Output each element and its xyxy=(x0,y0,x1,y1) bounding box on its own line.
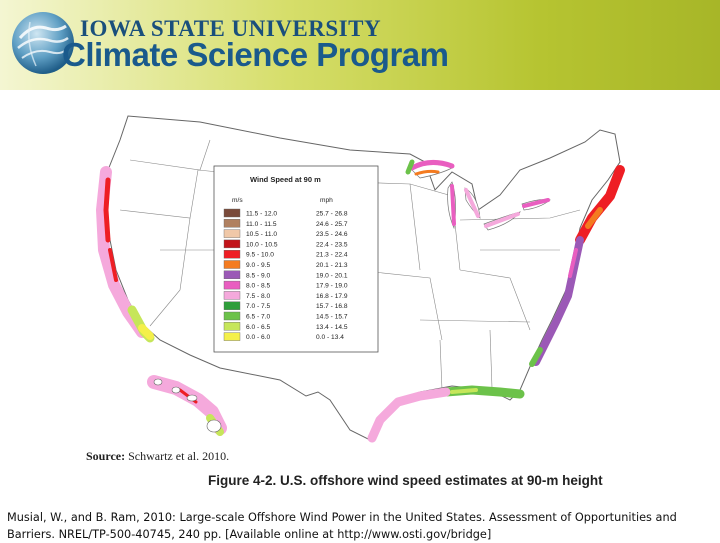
legend-swatch xyxy=(223,280,241,290)
legend-ms-range: 0.0 - 6.0 xyxy=(246,334,271,341)
source-label: Source: xyxy=(86,449,126,463)
citation-text: Musial, W., and B. Ram, 2010: Large-scal… xyxy=(7,511,677,541)
legend-swatch xyxy=(223,260,241,269)
figure-caption: Figure 4-2. U.S. offshore wind speed est… xyxy=(208,473,603,488)
legend-ms-range: 11.5 - 12.0 xyxy=(246,211,277,218)
legend-mph-range: 21.3 - 22.4 xyxy=(316,252,348,259)
hawaii-islands xyxy=(147,375,227,436)
legend-ms-range: 6.5 - 7.0 xyxy=(246,314,271,321)
legend-ms-range: 7.0 - 7.5 xyxy=(246,303,271,310)
legend-mph-range: 23.5 - 24.6 xyxy=(316,231,348,238)
offshore-wind-bands xyxy=(96,159,625,443)
legend-title: Wind Speed at 90 m xyxy=(250,175,321,184)
legend-mph-range: 13.4 - 14.5 xyxy=(316,324,348,331)
legend-mph-range: 16.8 - 17.9 xyxy=(316,293,348,300)
legend-ms-range: 10.0 - 10.5 xyxy=(246,241,278,248)
legend-ms-range: 9.0 - 9.5 xyxy=(246,262,271,269)
source-note: Source: Schwartz et al. 2010. xyxy=(86,449,229,464)
legend-swatch xyxy=(223,291,241,300)
legend-swatch xyxy=(223,332,241,341)
legend-mph-range: 0.0 - 13.4 xyxy=(316,334,344,341)
legend-ms-range: 10.5 - 11.0 xyxy=(246,231,277,238)
header-banner: IOWA STATE UNIVERSITY Climate Science Pr… xyxy=(0,0,720,90)
legend-swatch xyxy=(223,301,241,310)
legend-ms-range: 8.5 - 9.0 xyxy=(246,272,271,279)
wind-speed-legend: Wind Speed at 90 m m/s mph 11.5 - 12.0 25… xyxy=(213,165,379,353)
legend-swatch xyxy=(223,322,241,331)
offshore-wind-map: Wind Speed at 90 m m/s mph 11.5 - 12.0 25… xyxy=(96,115,625,443)
legend-swatch xyxy=(223,219,241,228)
legend-mph-range: 15.7 - 16.8 xyxy=(316,303,348,310)
legend-ms-range: 7.5 - 8.0 xyxy=(246,293,271,300)
legend-swatch xyxy=(223,239,241,249)
legend-ms-range: 6.0 - 6.5 xyxy=(246,324,271,331)
legend-col-mph: mph xyxy=(320,197,333,204)
legend-mph-range: 19.0 - 20.1 xyxy=(316,272,348,279)
legend-swatch xyxy=(223,249,241,259)
legend-box xyxy=(213,165,379,353)
legend-mph-range: 25.7 - 26.8 xyxy=(316,211,348,218)
legend-col-ms: m/s xyxy=(232,197,243,204)
legend-ms-range: 9.5 - 10.0 xyxy=(246,252,274,259)
legend-ms-range: 8.0 - 8.5 xyxy=(246,283,271,290)
program-title: Climate Science Program xyxy=(62,36,449,73)
legend-swatch xyxy=(223,208,241,218)
university-name: IOWA STATE UNIVERSITY xyxy=(80,16,382,41)
legend-swatch xyxy=(223,311,241,321)
legend-swatch xyxy=(223,270,241,280)
legend-mph-range: 17.9 - 19.0 xyxy=(316,283,348,290)
source-text: Schwartz et al. 2010. xyxy=(128,449,230,463)
legend-ms-range: 11.0 - 11.5 xyxy=(246,221,277,228)
legend-mph-range: 22.4 - 23.5 xyxy=(316,241,348,248)
legend-mph-range: 20.1 - 21.3 xyxy=(316,262,348,269)
legend-swatch xyxy=(223,229,241,238)
legend-mph-range: 24.6 - 25.7 xyxy=(316,221,348,228)
legend-mph-range: 14.5 - 15.7 xyxy=(316,314,348,321)
globe-logo-icon xyxy=(12,12,74,74)
